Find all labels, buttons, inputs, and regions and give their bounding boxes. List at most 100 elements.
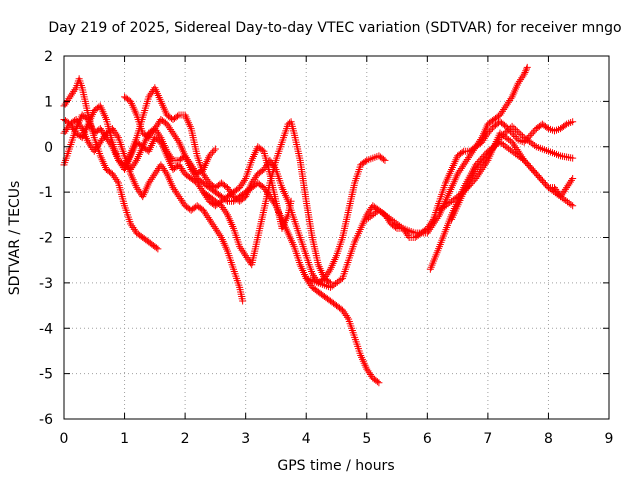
data-point — [205, 152, 213, 160]
data-point — [145, 134, 153, 142]
data-point — [130, 225, 138, 233]
data-point — [61, 127, 69, 135]
data-point — [561, 185, 569, 193]
data-point — [219, 204, 227, 212]
data-point — [337, 276, 345, 284]
data-point — [518, 153, 526, 161]
data-point — [151, 125, 159, 133]
data-point — [214, 228, 222, 236]
data-point — [112, 175, 120, 183]
data-point — [203, 212, 211, 220]
data-point — [506, 137, 514, 145]
data-point — [75, 119, 83, 127]
data-point — [482, 154, 490, 162]
data-point — [72, 116, 80, 124]
data-point — [173, 135, 181, 143]
data-point — [108, 170, 116, 178]
data-point — [505, 126, 513, 134]
x-tick-label: 6 — [423, 431, 432, 447]
data-point — [70, 87, 78, 95]
data-point — [361, 157, 369, 165]
data-point — [511, 133, 519, 141]
data-point — [477, 167, 485, 175]
data-point — [426, 225, 434, 233]
data-point — [479, 157, 487, 165]
data-point — [308, 270, 316, 278]
data-point — [519, 155, 527, 163]
data-point — [558, 191, 566, 199]
data-point — [238, 246, 246, 254]
data-point — [129, 162, 137, 170]
data-point — [150, 172, 158, 180]
data-point — [364, 209, 372, 217]
data-point — [85, 140, 93, 148]
data-point — [199, 170, 207, 178]
data-point — [531, 126, 539, 134]
data-point — [242, 252, 250, 260]
data-point — [131, 158, 139, 166]
data-point — [154, 119, 162, 127]
data-point — [497, 109, 505, 117]
data-point — [510, 124, 518, 132]
data-point — [522, 158, 530, 166]
data-point — [496, 111, 504, 119]
data-point — [208, 148, 216, 156]
data-point — [200, 208, 208, 216]
data-point — [263, 189, 271, 197]
data-point — [483, 131, 491, 139]
data-point — [248, 179, 256, 187]
x-tick-label: 9 — [605, 431, 614, 447]
data-point — [523, 63, 531, 71]
data-point — [176, 163, 184, 171]
data-point — [463, 155, 471, 163]
plot-frame — [63, 55, 610, 420]
data-point — [322, 273, 330, 281]
data-point — [484, 129, 492, 137]
data-point — [202, 192, 210, 200]
series-layer — [60, 63, 577, 387]
data-point — [145, 93, 153, 101]
data-point — [511, 142, 519, 150]
data-point — [216, 232, 224, 240]
data-point — [199, 206, 207, 214]
data-point — [91, 145, 99, 153]
data-point — [134, 185, 142, 193]
data-point — [76, 121, 84, 129]
data-point — [176, 194, 184, 202]
data-point — [191, 171, 199, 179]
data-point — [77, 123, 85, 131]
data-point — [456, 166, 464, 174]
series-sat-e — [121, 93, 383, 387]
data-point — [110, 172, 118, 180]
data-point — [340, 308, 348, 316]
data-point — [240, 250, 248, 258]
data-point — [325, 278, 333, 286]
data-point — [200, 190, 208, 198]
data-point — [469, 146, 477, 154]
data-point — [431, 218, 439, 226]
data-point — [68, 89, 76, 97]
data-point — [99, 135, 107, 143]
data-point — [465, 154, 473, 162]
data-point — [146, 132, 154, 140]
data-point — [523, 160, 531, 168]
data-point — [207, 150, 215, 158]
data-point — [494, 137, 502, 145]
data-point — [569, 118, 577, 126]
data-point — [540, 178, 548, 186]
data-point — [343, 313, 351, 321]
data-point — [427, 224, 435, 232]
data-point — [522, 67, 530, 75]
data-point — [249, 177, 257, 185]
data-point — [175, 193, 183, 201]
data-point — [87, 142, 95, 150]
data-point — [480, 135, 488, 143]
y-tick-label: -1 — [39, 185, 53, 201]
data-point — [210, 147, 218, 155]
x-tick-label: 7 — [483, 431, 492, 447]
data-point — [532, 170, 540, 178]
data-point — [148, 128, 156, 136]
series-sat-j — [435, 129, 577, 214]
data-point — [108, 125, 116, 133]
data-point — [161, 166, 169, 174]
